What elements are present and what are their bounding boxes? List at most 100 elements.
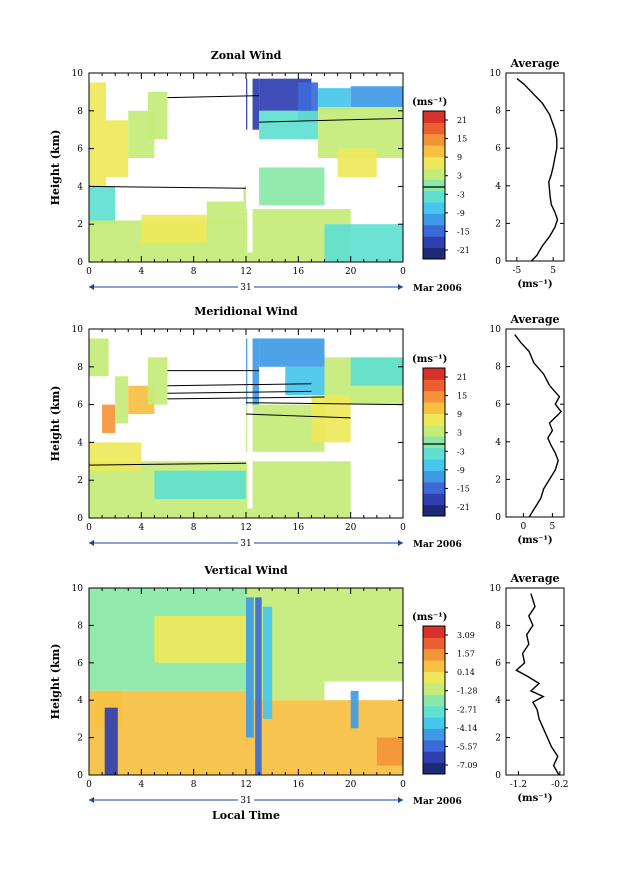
- avg-x-tick-label: -1.2: [510, 780, 527, 790]
- avg-y-tick-label: 8: [495, 621, 501, 631]
- colorbar-tick-label: -21: [457, 246, 470, 255]
- y-tick-label: 8: [77, 363, 83, 373]
- y-tick-label: 2: [77, 734, 83, 744]
- colorbar-segment: [423, 156, 445, 169]
- colorbar-segment: [423, 167, 445, 180]
- colorbar-unit: (ms⁻¹): [412, 97, 447, 108]
- y-tick-label: 6: [77, 145, 83, 155]
- avg-x-tick-label: -5: [512, 266, 521, 276]
- avg-y-tick-label: 8: [495, 107, 501, 117]
- y-tick-label: 4: [77, 696, 83, 706]
- data-cell: [154, 470, 246, 500]
- colorbar-segment: [423, 379, 445, 392]
- colorbar-segment: [423, 751, 445, 764]
- avg-y-tick-label: 2: [495, 475, 501, 485]
- colorbar-tick-label: 3: [457, 429, 462, 438]
- colorbar-tick-label: 3.09: [457, 631, 475, 640]
- missing-data-gap: [160, 184, 244, 202]
- colorbar-tick-label: -1.28: [457, 687, 478, 696]
- day-bar-arrow-left: [89, 797, 94, 803]
- heatmap-panel-3: Vertical Wind Height (km) 0 2 4 6 8 10 0 4 8 12 16 20…: [49, 564, 478, 822]
- colorbar-segment: [423, 705, 445, 718]
- colorbar-tick-label: -4.14: [457, 724, 478, 733]
- colorbar-tick-label: 21: [457, 116, 467, 125]
- data-cell: [141, 214, 207, 244]
- zero-contour-line: [88, 462, 247, 466]
- data-cell: [106, 120, 129, 177]
- data-cell: [89, 442, 142, 471]
- data-cell: [89, 338, 109, 377]
- data-cell: [104, 707, 118, 775]
- colorbar-segment: [423, 682, 445, 695]
- avg-y-tick-label: 4: [495, 696, 501, 706]
- x-tick-label: 0: [400, 523, 406, 533]
- colorbar-tick-label: 15: [457, 392, 467, 401]
- avg-y-tick-label: 2: [495, 734, 501, 744]
- y-tick-label: 8: [77, 621, 83, 631]
- average-panel-3: Average 0 2 4 6 8 10 -1.2 -0.2 (ms⁻¹): [490, 572, 569, 804]
- y-tick-label: 6: [77, 401, 83, 411]
- colorbar-segment: [423, 481, 445, 494]
- x-axis-label: Local Time: [212, 809, 280, 822]
- y-axis-label: Height (km): [49, 130, 62, 206]
- missing-data-gap: [247, 332, 253, 509]
- avg-y-tick-label: 6: [495, 400, 501, 410]
- data-cell: [259, 110, 318, 140]
- colorbar-segment: [423, 202, 445, 214]
- colorbar-segment: [423, 224, 445, 237]
- average-profile-line: [516, 78, 559, 262]
- colorbar-unit: (ms⁻¹): [412, 354, 447, 365]
- day-label-bg: [238, 538, 254, 548]
- zero-contour-line: [259, 117, 404, 123]
- x-tick-label: 8: [191, 523, 197, 533]
- colorbar-segment: [423, 247, 445, 260]
- colorbar-segment: [423, 717, 445, 729]
- colorbar-segment: [423, 122, 445, 135]
- day-label: 31: [240, 796, 251, 806]
- x-tick-label: 8: [191, 780, 197, 790]
- y-tick-label: 0: [77, 258, 83, 268]
- zero-contour-line: [167, 390, 312, 394]
- colorbar-segment: [423, 236, 445, 249]
- zero-contour-line: [88, 185, 247, 189]
- x-tick-label: 20: [345, 780, 357, 790]
- colorbar-tick-label: -21: [457, 503, 470, 512]
- avg-y-tick-label: 0: [495, 257, 501, 267]
- y-tick-label: 2: [77, 476, 83, 486]
- date-label: Mar 2006: [413, 797, 462, 807]
- colorbar-tick-label: 21: [457, 373, 467, 382]
- colorbar-segment: [423, 470, 445, 483]
- colorbar-segment: [423, 671, 445, 684]
- data-cell: [246, 461, 351, 518]
- data-cell: [376, 737, 403, 766]
- y-axis-label: Height (km): [49, 644, 62, 720]
- day-bar-arrow-left: [89, 284, 94, 290]
- colorbar-tick-label: -9: [457, 466, 465, 475]
- x-tick-label: 4: [138, 267, 144, 277]
- avg-y-tick-label: 10: [490, 325, 502, 335]
- day-label-bg: [238, 282, 254, 292]
- data-cell: [263, 606, 273, 719]
- colorbar-tick-label: 15: [457, 135, 467, 144]
- colorbar-segment: [423, 179, 445, 192]
- colorbar-segment: [423, 436, 445, 449]
- colorbar-segment: [423, 762, 445, 775]
- colorbar-tick-label: 9: [457, 153, 462, 162]
- colorbar-segment: [423, 368, 445, 380]
- average-title: Average: [509, 572, 559, 585]
- colorbar-segment: [423, 637, 445, 650]
- avg-x-tick-label: -0.2: [551, 780, 568, 790]
- average-panel-1: Average 0 2 4 6 8 10 -5 5 (ms⁻¹): [490, 57, 565, 290]
- x-tick-label: 0: [86, 780, 92, 790]
- colorbar-tick-label: 3: [457, 172, 462, 181]
- colorbar-tick-label: -15: [457, 227, 470, 236]
- x-tick-label: 12: [240, 523, 251, 533]
- colorbar-segment: [423, 739, 445, 752]
- data-cell: [259, 338, 325, 367]
- data-cell: [350, 690, 359, 729]
- day-label-bg: [238, 795, 254, 805]
- avg-y-tick-label: 8: [495, 363, 501, 373]
- data-cell: [115, 376, 129, 424]
- x-tick-label: 16: [293, 523, 305, 533]
